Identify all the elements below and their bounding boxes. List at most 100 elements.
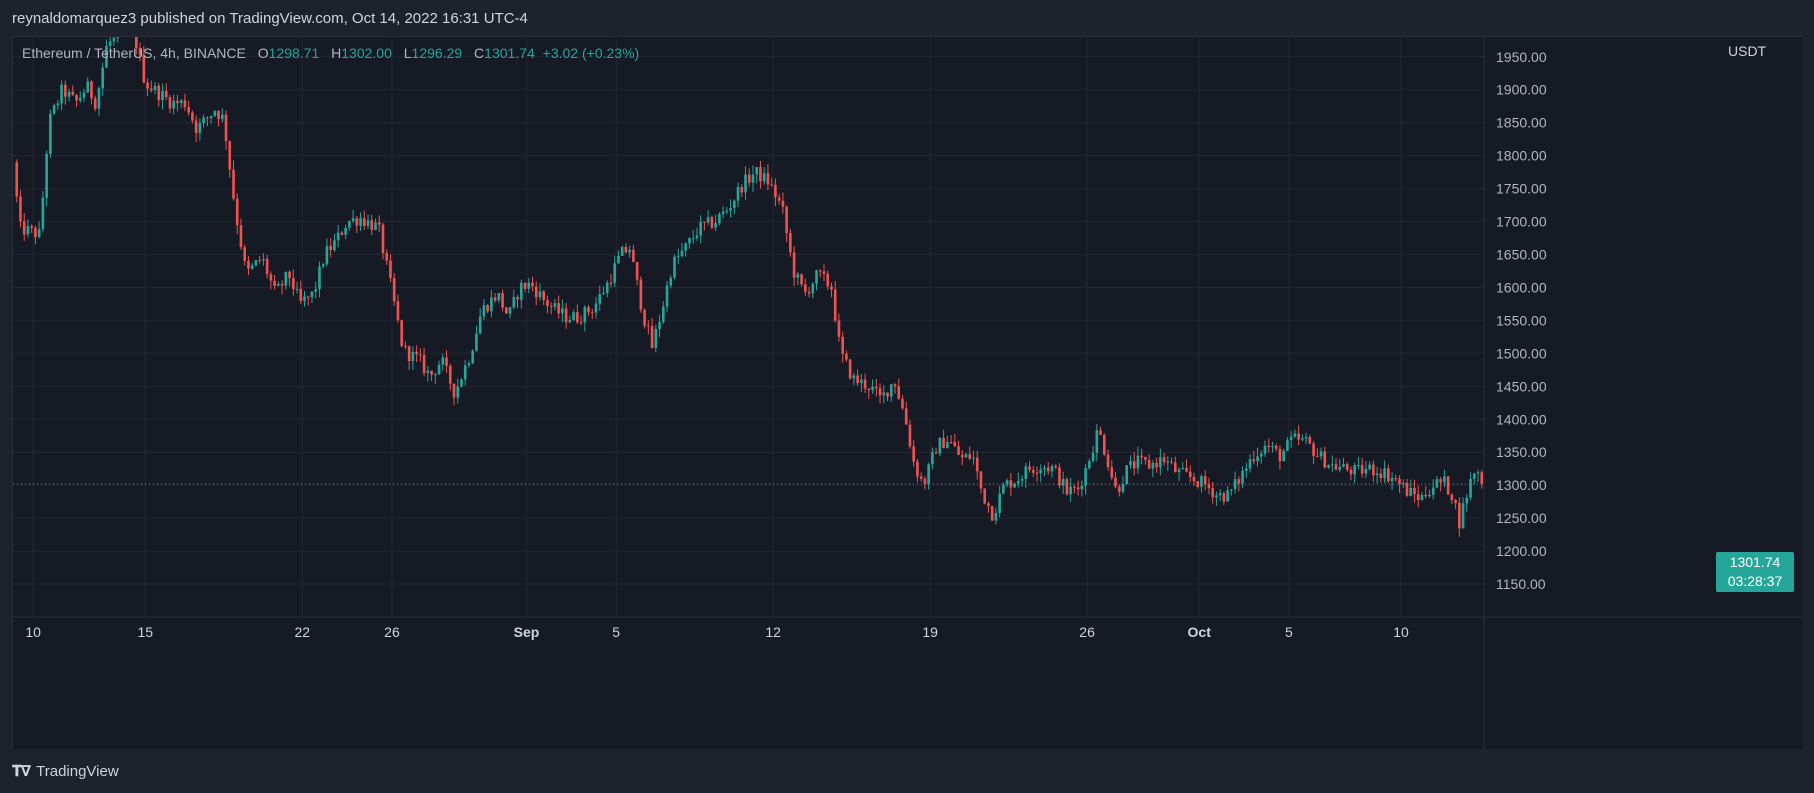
candle-down bbox=[1480, 472, 1484, 485]
candle-up bbox=[1129, 461, 1132, 466]
candle-down bbox=[1416, 494, 1420, 500]
candle-down bbox=[863, 379, 867, 389]
candle-down bbox=[1222, 493, 1226, 502]
x-tick-label: 15 bbox=[138, 624, 154, 640]
candle-up bbox=[688, 238, 691, 244]
candle-down bbox=[1031, 470, 1035, 473]
candle-down bbox=[187, 107, 190, 113]
candle-up bbox=[1095, 430, 1099, 453]
candle-down bbox=[833, 289, 837, 321]
candle-up bbox=[1409, 487, 1413, 496]
candle-up bbox=[1289, 436, 1293, 441]
candle-down bbox=[901, 398, 904, 409]
candle-up bbox=[1248, 459, 1252, 469]
candle-up bbox=[116, 37, 119, 38]
candle-down bbox=[803, 284, 807, 292]
chart-pane[interactable]: 1150.00 1200.00 1250.00 1300.00 1350.00 1400.… bbox=[12, 36, 1803, 749]
candle-up bbox=[179, 100, 183, 104]
candle-down bbox=[448, 365, 452, 384]
candle-down bbox=[419, 354, 422, 356]
candle-down bbox=[176, 100, 179, 104]
candle-down bbox=[142, 54, 146, 83]
candle-up bbox=[112, 37, 116, 42]
candle-down bbox=[269, 274, 273, 281]
candle-up bbox=[1215, 495, 1218, 498]
candle-down bbox=[800, 274, 803, 285]
candle-down bbox=[878, 388, 882, 396]
candle-up bbox=[658, 322, 661, 329]
candle-up bbox=[254, 260, 258, 266]
candle-up bbox=[654, 328, 658, 348]
candle-up bbox=[669, 277, 673, 286]
candle-down bbox=[1106, 454, 1110, 468]
candle-up bbox=[508, 307, 512, 314]
candle-down bbox=[904, 408, 908, 425]
candle-down bbox=[841, 336, 844, 354]
candle-down bbox=[1334, 464, 1338, 470]
candle-down bbox=[1065, 479, 1069, 495]
candle-up bbox=[972, 457, 975, 459]
candle-up bbox=[467, 363, 471, 366]
candle-up bbox=[209, 115, 213, 119]
candle-up bbox=[1327, 465, 1330, 468]
candle-up bbox=[691, 238, 695, 240]
candle-up bbox=[1368, 464, 1371, 470]
candle-up bbox=[86, 81, 90, 93]
candle-up bbox=[411, 351, 415, 362]
footer-brand[interactable]: 𝐓∇ TradingView bbox=[12, 758, 119, 784]
candle-up bbox=[1465, 497, 1469, 504]
candle-down bbox=[867, 388, 871, 391]
candle-up bbox=[344, 227, 347, 235]
y-tick-label: 1350.00 bbox=[1496, 444, 1547, 460]
candle-down bbox=[90, 81, 93, 99]
x-tick-label: Sep bbox=[514, 624, 540, 640]
candle-down bbox=[64, 84, 67, 97]
candle-up bbox=[882, 392, 886, 396]
candle-down bbox=[228, 141, 232, 170]
candle-up bbox=[161, 91, 164, 101]
candle-up bbox=[1286, 440, 1289, 451]
candle-down bbox=[194, 120, 198, 134]
candle-down bbox=[1439, 479, 1442, 483]
candle-up bbox=[1390, 478, 1394, 482]
candle-down bbox=[1188, 471, 1192, 478]
candle-up bbox=[325, 245, 329, 265]
candle-down bbox=[960, 454, 964, 458]
candle-up bbox=[366, 220, 370, 226]
y-tick-label: 1650.00 bbox=[1496, 247, 1547, 263]
candle-down bbox=[1387, 468, 1390, 482]
candle-up bbox=[1342, 464, 1345, 467]
candle-up bbox=[613, 263, 617, 283]
candle-up bbox=[1304, 436, 1308, 439]
candle-down bbox=[501, 293, 504, 308]
price-axis-unit[interactable]: USDT bbox=[1728, 43, 1767, 59]
publish-line-text: reynaldomarquez3 published on TradingVie… bbox=[12, 9, 528, 27]
candle-down bbox=[1424, 494, 1428, 497]
candle-down bbox=[897, 386, 901, 399]
candle-down bbox=[523, 282, 527, 289]
candle-down bbox=[740, 186, 744, 193]
candle-down bbox=[1028, 466, 1031, 471]
y-tick-label: 1150.00 bbox=[1496, 576, 1546, 592]
candle-down bbox=[643, 309, 646, 326]
candle-down bbox=[1312, 443, 1315, 457]
candle-up bbox=[97, 88, 101, 109]
candle-up bbox=[482, 305, 486, 317]
candle-down bbox=[546, 300, 549, 306]
candle-down bbox=[71, 91, 75, 95]
candlestick-chart[interactable]: 1150.00 1200.00 1250.00 1300.00 1350.00 1400.… bbox=[13, 37, 1803, 749]
candle-down bbox=[1372, 464, 1375, 476]
candle-down bbox=[1413, 487, 1416, 495]
candle-up bbox=[998, 493, 1001, 513]
candle-down bbox=[1379, 473, 1383, 478]
candle-up bbox=[1443, 476, 1446, 483]
candle-up bbox=[471, 350, 474, 364]
candle-down bbox=[146, 82, 149, 89]
candle-down bbox=[1099, 430, 1102, 435]
x-tick-label: 22 bbox=[294, 624, 310, 640]
candle-down bbox=[1450, 494, 1454, 501]
candle-down bbox=[830, 286, 833, 290]
y-tick-label: 1600.00 bbox=[1496, 279, 1547, 295]
candle-up bbox=[676, 256, 680, 258]
candle-down bbox=[1192, 477, 1196, 482]
